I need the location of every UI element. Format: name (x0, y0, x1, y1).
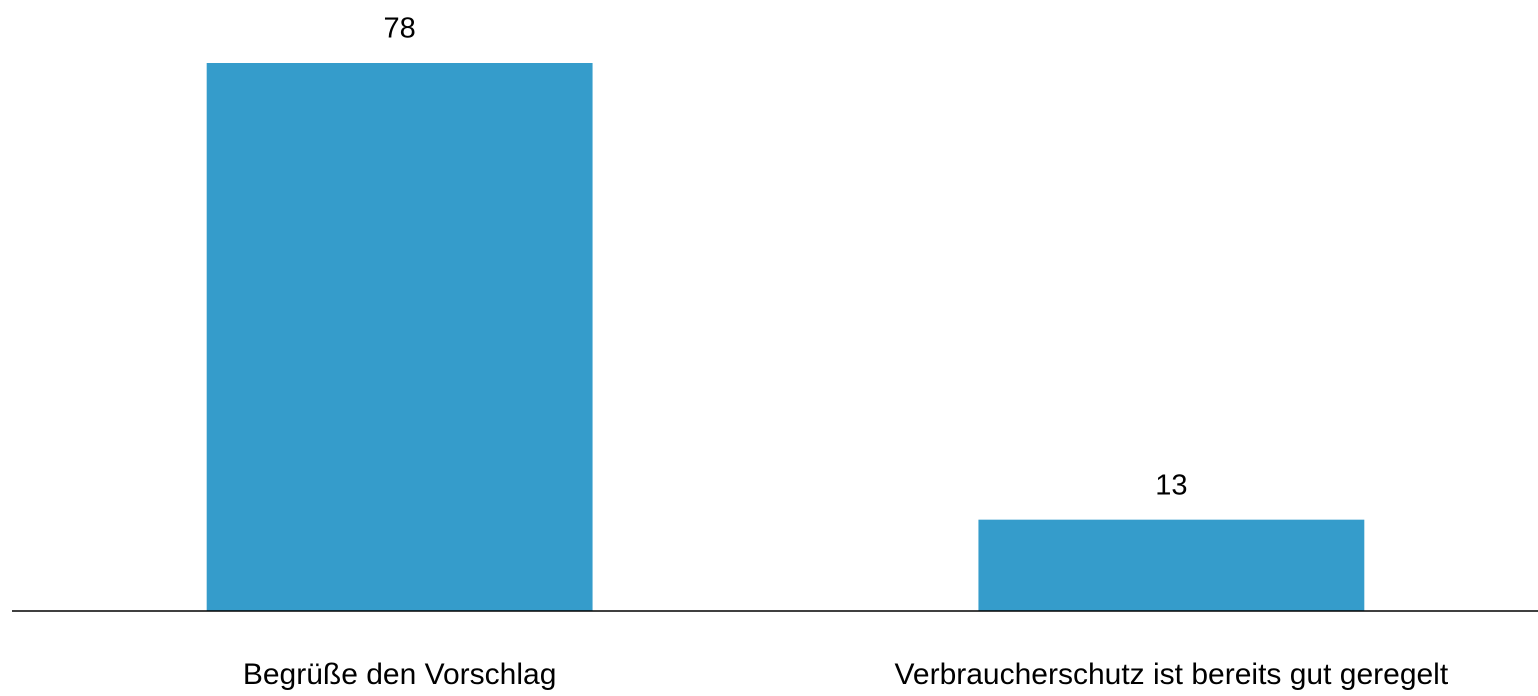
value-label: 13 (1155, 469, 1187, 501)
bar (978, 519, 1365, 611)
x-tick-label: Verbraucherschutz ist bereits gut gerege… (895, 658, 1449, 691)
bar (206, 63, 593, 611)
x-tick-label: Begrüße den Vorschlag (243, 658, 557, 691)
value-label: 78 (383, 13, 415, 45)
